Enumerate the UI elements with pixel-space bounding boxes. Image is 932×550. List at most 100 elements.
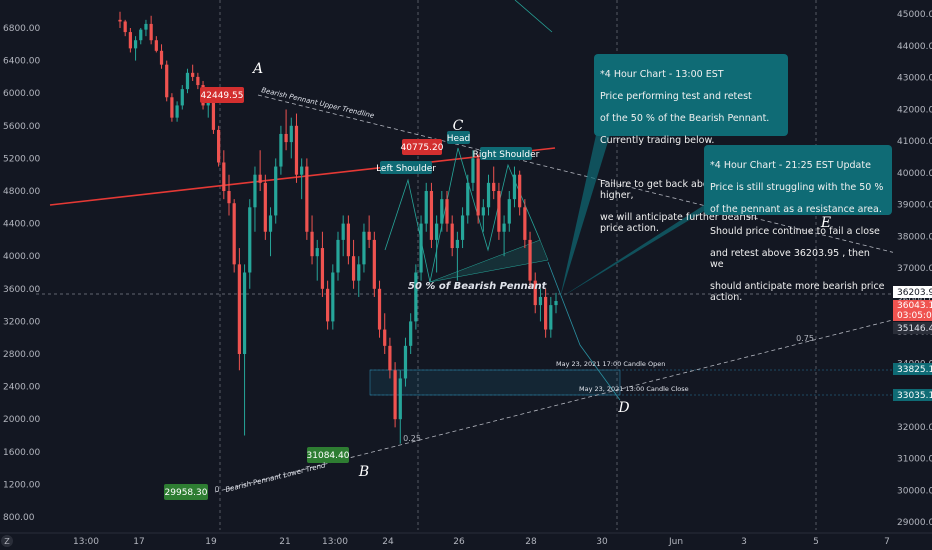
callout-2[interactable]: *4 Hour Chart - 21:25 EST Update Price i… xyxy=(704,145,892,303)
candle-body[interactable] xyxy=(549,305,553,330)
price-tag[interactable] xyxy=(307,447,349,463)
candle-body[interactable] xyxy=(507,199,511,224)
candle-body[interactable] xyxy=(128,32,132,49)
candle-body[interactable] xyxy=(289,125,293,143)
candle-body[interactable] xyxy=(388,345,392,371)
candle-body[interactable] xyxy=(512,174,517,200)
candle-body[interactable] xyxy=(403,345,408,379)
candle-body[interactable] xyxy=(175,105,179,118)
candle-body[interactable] xyxy=(466,182,470,216)
candle-zone-box[interactable] xyxy=(369,369,621,396)
candle-body[interactable] xyxy=(357,264,361,281)
candle-body[interactable] xyxy=(481,207,485,216)
price-tag[interactable] xyxy=(164,484,208,500)
price-tag[interactable] xyxy=(200,87,244,103)
lower-trendline[interactable] xyxy=(214,309,932,493)
tradingview-logo-icon[interactable]: Z xyxy=(0,534,14,548)
candle-body[interactable] xyxy=(154,40,158,51)
head-shoulders-path[interactable] xyxy=(384,147,541,283)
candle-body[interactable] xyxy=(528,239,532,281)
candle-body[interactable] xyxy=(419,223,423,273)
candle-body[interactable] xyxy=(242,272,247,355)
neckline[interactable] xyxy=(49,147,556,206)
candle-body[interactable] xyxy=(383,329,387,346)
candle-body[interactable] xyxy=(450,223,454,249)
candle-body[interactable] xyxy=(305,166,309,232)
candle-body[interactable] xyxy=(435,223,439,240)
pattern-tag[interactable] xyxy=(447,131,470,144)
candle-body[interactable] xyxy=(424,191,428,224)
candle-body[interactable] xyxy=(544,296,548,330)
candle-body[interactable] xyxy=(159,50,164,65)
candle-body[interactable] xyxy=(476,158,480,216)
candle-body[interactable] xyxy=(492,182,496,191)
candle-body[interactable] xyxy=(123,21,127,33)
candle-body[interactable] xyxy=(336,239,340,273)
upper-trendline[interactable] xyxy=(257,94,932,263)
candle-body[interactable] xyxy=(497,191,501,232)
candle-body[interactable] xyxy=(315,248,319,257)
candle-body[interactable] xyxy=(263,182,267,232)
candle-body[interactable] xyxy=(372,239,376,289)
candle-body[interactable] xyxy=(211,97,216,130)
candle-body[interactable] xyxy=(191,72,195,77)
candle-body[interactable] xyxy=(502,223,506,232)
candle-body[interactable] xyxy=(414,272,418,322)
candle-body[interactable] xyxy=(523,207,527,240)
candle-body[interactable] xyxy=(248,207,252,273)
candle-body[interactable] xyxy=(133,40,138,49)
candle-body[interactable] xyxy=(268,215,273,232)
candle-body[interactable] xyxy=(533,280,537,306)
candle-body[interactable] xyxy=(445,199,449,224)
candle-body[interactable] xyxy=(284,133,288,143)
candle-body[interactable] xyxy=(180,89,184,106)
candle-body[interactable] xyxy=(326,288,330,322)
candle-body[interactable] xyxy=(149,23,153,41)
candle-body[interactable] xyxy=(139,29,143,41)
candle-body[interactable] xyxy=(185,72,190,90)
candle-body[interactable] xyxy=(227,191,231,204)
candle-body[interactable] xyxy=(440,199,444,224)
candle-body[interactable] xyxy=(320,248,325,289)
candle-body[interactable] xyxy=(310,231,314,257)
candle-body[interactable] xyxy=(409,321,413,346)
candle-body[interactable] xyxy=(460,215,465,240)
candle-body[interactable] xyxy=(393,370,397,420)
candle-body[interactable] xyxy=(232,203,236,265)
candle-body[interactable] xyxy=(398,378,402,420)
price-tag[interactable] xyxy=(402,139,442,155)
pennant-triangle[interactable] xyxy=(429,239,549,283)
candle-body[interactable] xyxy=(367,231,371,240)
candle-body[interactable] xyxy=(518,174,522,208)
candle-body[interactable] xyxy=(351,256,356,281)
pattern-tag[interactable] xyxy=(380,161,432,174)
pattern-tag[interactable] xyxy=(480,147,532,160)
candle-body[interactable] xyxy=(471,158,475,183)
candle-body[interactable] xyxy=(279,133,283,167)
candle-body[interactable] xyxy=(144,23,148,30)
candle-body[interactable] xyxy=(455,239,459,249)
projection-path[interactable] xyxy=(547,261,621,401)
candle-body[interactable] xyxy=(300,166,304,175)
candle-body[interactable] xyxy=(538,296,543,306)
candle-body[interactable] xyxy=(118,19,122,22)
candle-body[interactable] xyxy=(258,174,262,183)
candle-body[interactable] xyxy=(362,231,366,265)
candle-body[interactable] xyxy=(196,76,200,86)
candle-body[interactable] xyxy=(253,174,257,208)
candle-body[interactable] xyxy=(346,223,350,257)
candle-body[interactable] xyxy=(429,191,434,240)
candle-body[interactable] xyxy=(217,129,221,163)
candle-body[interactable] xyxy=(554,301,558,306)
callout-1[interactable]: *4 Hour Chart - 13:00 EST Price performi… xyxy=(594,54,788,234)
candle-body[interactable] xyxy=(294,125,299,175)
candle-body[interactable] xyxy=(331,272,335,322)
candle-body[interactable] xyxy=(222,162,226,191)
candle-body[interactable] xyxy=(486,182,491,208)
candle-body[interactable] xyxy=(170,97,174,118)
candle-body[interactable] xyxy=(377,288,382,330)
candle-body[interactable] xyxy=(274,166,278,216)
candle-body[interactable] xyxy=(341,223,345,240)
candle-body[interactable] xyxy=(237,264,241,354)
candle-body[interactable] xyxy=(165,64,169,98)
